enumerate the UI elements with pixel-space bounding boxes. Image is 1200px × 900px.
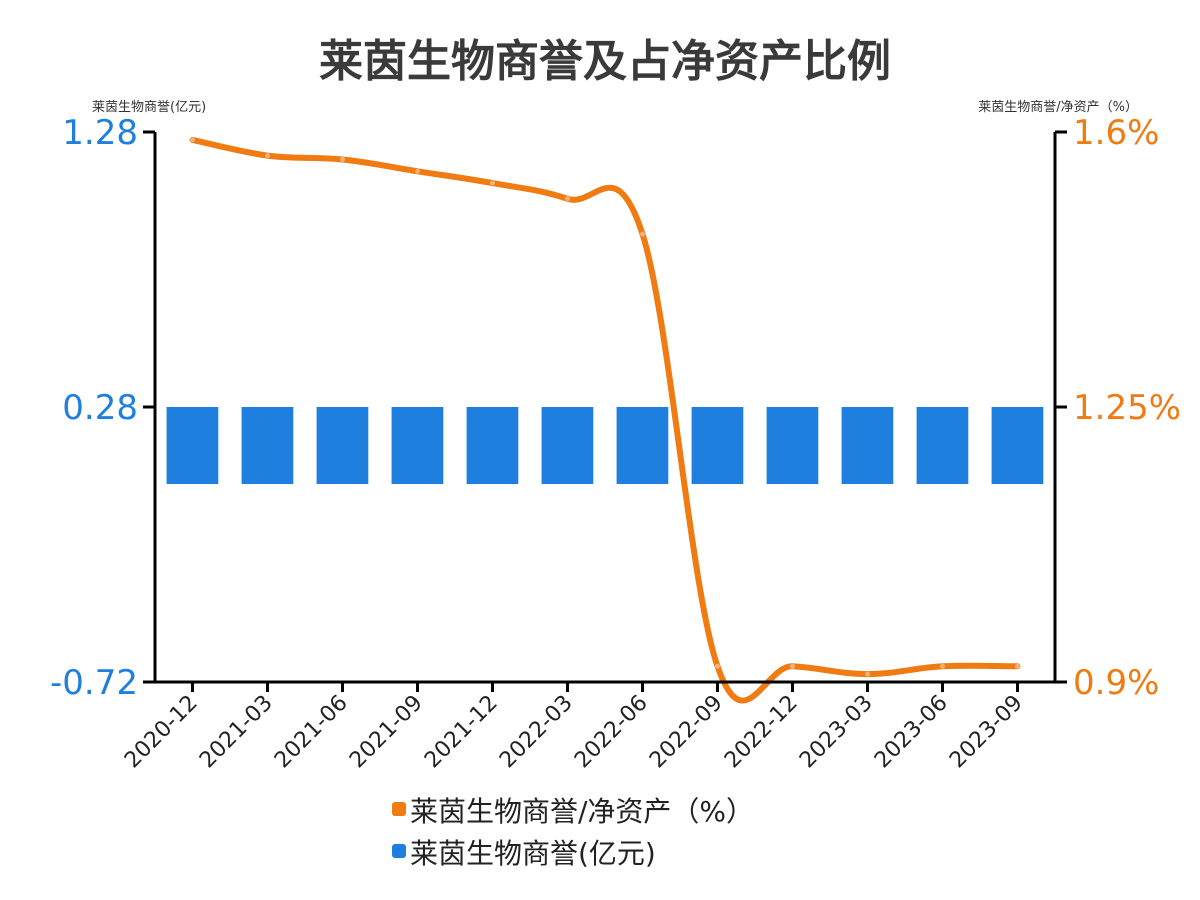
bar: [541, 407, 594, 484]
right-tick-label: 0.9%: [1073, 663, 1159, 703]
bar: [991, 407, 1044, 484]
bar: [316, 407, 369, 484]
x-tick-label: 2022-09: [645, 691, 728, 774]
bar: [241, 407, 294, 484]
legend-label: 莱茵生物商誉/净资产（%）: [410, 795, 754, 828]
bar: [616, 407, 669, 484]
line-point: [715, 663, 720, 669]
bar-series: [166, 407, 1044, 484]
x-tick-label: 2021-09: [345, 691, 428, 774]
x-tick-label: 2023-09: [945, 691, 1028, 774]
line-point: [265, 153, 270, 159]
bar: [766, 407, 819, 484]
line-point: [190, 137, 195, 143]
bar: [916, 407, 969, 484]
bar: [391, 407, 444, 484]
line-point: [1015, 663, 1020, 669]
line-point: [865, 671, 870, 677]
line-point: [490, 180, 495, 186]
line-point: [340, 157, 345, 162]
chart-title: 莱茵生物商誉及占净资产比例: [319, 36, 891, 87]
legend-label: 莱茵生物商誉(亿元): [410, 837, 656, 870]
legend-swatch: [392, 844, 406, 858]
x-tick-label: 2023-03: [795, 691, 878, 774]
x-tick-label: 2021-12: [420, 691, 503, 774]
line-point: [565, 196, 570, 202]
right-tick-label: 1.25%: [1073, 388, 1181, 428]
left-tick-label: 1.28: [62, 113, 138, 153]
line-point: [790, 663, 795, 669]
line-path: [189, 136, 1021, 704]
line-point: [940, 663, 945, 669]
x-tick-label: 2023-06: [870, 691, 953, 774]
bar: [691, 407, 744, 484]
line-point: [640, 231, 645, 237]
left-tick-label: 0.28: [62, 388, 138, 428]
axes: [143, 130, 1067, 692]
bar: [466, 407, 519, 484]
x-tick-label: 2022-03: [495, 691, 578, 774]
legend: 莱茵生物商誉/净资产（%） 莱茵生物商誉(亿元): [392, 795, 754, 870]
right-tick-label: 1.6%: [1073, 113, 1159, 153]
left-axis-label: 莱茵生物商誉(亿元): [92, 100, 206, 115]
x-tick-label: 2022-06: [570, 691, 653, 774]
x-tick-label: 2022-12: [720, 691, 803, 774]
bar: [841, 407, 894, 484]
line-series: [189, 136, 1021, 704]
x-tick-label: 2021-03: [195, 691, 278, 774]
x-tick-label: 2021-06: [270, 691, 353, 774]
bar: [166, 407, 219, 484]
legend-swatch: [392, 802, 406, 816]
right-axis-label: 莱茵生物商誉/净资产（%）: [978, 100, 1138, 115]
line-point: [415, 168, 420, 174]
left-tick-label: -0.72: [50, 663, 138, 703]
